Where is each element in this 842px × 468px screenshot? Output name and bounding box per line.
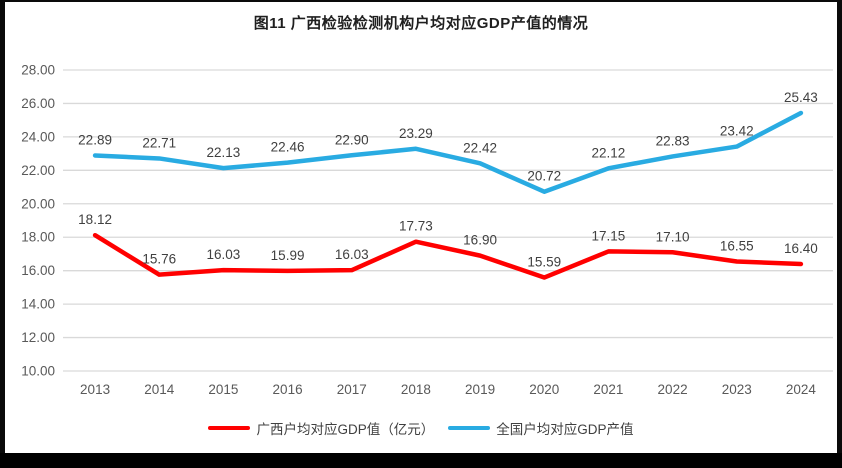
y-axis-tick-label: 22.00 xyxy=(21,163,55,178)
legend-label-national: 全国户均对应GDP产值 xyxy=(496,422,634,437)
legend-swatch-blue-line xyxy=(448,426,491,430)
data-point-label: 25.43 xyxy=(784,90,818,105)
y-axis-tick-label: 20.00 xyxy=(21,196,55,211)
y-axis-tick-label: 10.00 xyxy=(21,364,55,379)
data-point-label: 20.72 xyxy=(527,169,561,184)
data-point-label: 22.42 xyxy=(463,140,497,155)
x-axis-tick-label: 2014 xyxy=(144,382,175,397)
frame-right-edge xyxy=(837,0,842,468)
data-point-label: 22.89 xyxy=(78,132,112,147)
data-point-label: 22.90 xyxy=(335,132,369,147)
data-point-label: 22.12 xyxy=(592,145,626,160)
series-line-1 xyxy=(92,110,804,194)
data-point-label: 15.76 xyxy=(142,252,176,267)
chart-legend: 广西户均对应GDP值（亿元） 全国户均对应GDP产值 xyxy=(0,418,842,438)
data-point-label: 17.15 xyxy=(592,228,626,243)
x-axis-tick-label: 2024 xyxy=(786,382,817,397)
data-point-label: 22.13 xyxy=(207,145,241,160)
legend-item-national[interactable]: 全国户均对应GDP产值 xyxy=(448,418,634,438)
chart-title: 图11 广西检验检测机构户均对应GDP产值的情况 xyxy=(253,15,589,32)
y-axis-tick-label: 18.00 xyxy=(21,230,55,245)
y-axis-tick-label: 26.00 xyxy=(21,96,55,111)
y-axis-tick-label: 12.00 xyxy=(21,330,55,345)
legend-label-guangxi: 广西户均对应GDP值（亿元） xyxy=(256,422,435,437)
data-point-label: 17.73 xyxy=(399,219,433,234)
data-point-label: 23.29 xyxy=(399,126,433,141)
y-axis-tick-label: 28.00 xyxy=(21,63,55,78)
data-point-label: 16.03 xyxy=(335,247,369,262)
data-point-label: 15.59 xyxy=(527,255,561,270)
data-point-label: 22.46 xyxy=(271,140,305,155)
x-axis-tick-label: 2019 xyxy=(465,382,495,397)
legend-swatch-red-line xyxy=(208,426,251,430)
data-point-label: 16.90 xyxy=(463,233,497,248)
y-axis-tick-label: 24.00 xyxy=(21,129,55,144)
data-point-label: 22.71 xyxy=(142,135,176,150)
x-axis-tick-label: 2020 xyxy=(529,382,559,397)
frame-left-edge xyxy=(0,0,5,468)
x-axis-tick-label: 2015 xyxy=(208,382,238,397)
x-axis-tick-label: 2021 xyxy=(593,382,623,397)
y-axis-tick-label: 14.00 xyxy=(21,297,55,312)
data-point-label: 22.83 xyxy=(656,133,690,148)
x-axis-tick-label: 2016 xyxy=(273,382,303,397)
series-line-0 xyxy=(92,232,804,280)
x-axis-tick-label: 2013 xyxy=(80,382,110,397)
data-point-label: 16.40 xyxy=(784,241,818,256)
frame-top-edge xyxy=(0,0,842,2)
legend-item-guangxi[interactable]: 广西户均对应GDP值（亿元） xyxy=(208,418,434,438)
data-point-label: 18.12 xyxy=(78,212,112,227)
data-point-label: 23.42 xyxy=(720,124,754,139)
data-point-label: 16.55 xyxy=(720,238,754,253)
data-point-label: 16.03 xyxy=(207,247,241,262)
x-axis-tick-label: 2018 xyxy=(401,382,431,397)
data-point-label: 15.99 xyxy=(271,248,305,263)
data-point-label: 17.10 xyxy=(656,229,690,244)
y-axis-tick-label: 16.00 xyxy=(21,263,55,278)
frame-bottom-edge xyxy=(0,453,842,468)
x-axis-tick-label: 2023 xyxy=(722,382,752,397)
x-axis-tick-label: 2017 xyxy=(337,382,367,397)
x-axis-tick-label: 2022 xyxy=(658,382,688,397)
